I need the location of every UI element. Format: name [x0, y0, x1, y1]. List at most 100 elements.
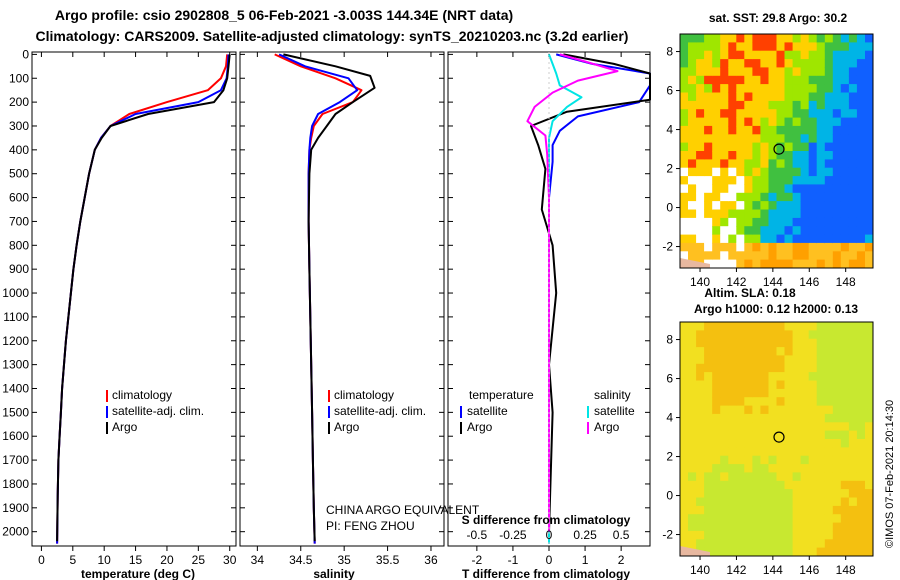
map-cell	[744, 151, 753, 160]
map-cell	[800, 480, 810, 490]
map-cell	[824, 413, 834, 423]
map-cell	[704, 405, 713, 415]
map-cell	[696, 159, 705, 169]
map-cell	[776, 159, 785, 169]
map-cell	[696, 92, 705, 102]
map-cell	[808, 176, 818, 185]
map-cell	[808, 530, 818, 540]
map-cell	[760, 355, 769, 365]
map-cell	[816, 539, 826, 549]
map-cell	[816, 159, 826, 169]
map-cell	[865, 242, 874, 252]
map-cell	[840, 464, 850, 473]
map-cell	[728, 125, 737, 135]
map-cell	[816, 34, 826, 43]
map-cell	[848, 242, 858, 252]
map-cell	[760, 530, 769, 540]
map-cell	[760, 489, 769, 498]
map-cell	[704, 322, 713, 331]
map-cell	[760, 497, 769, 507]
map-cell	[768, 67, 777, 77]
map-cell	[752, 355, 761, 365]
map-cell	[736, 372, 745, 381]
map-cell	[840, 209, 850, 219]
map-cell	[768, 259, 777, 269]
map-cell	[712, 413, 721, 423]
difference-legend: temperature salinity satellite satellite…	[460, 388, 635, 434]
map-cell	[728, 363, 737, 373]
map-cell	[760, 514, 769, 524]
map-cell	[744, 355, 753, 365]
map-cell	[784, 176, 793, 185]
map-cell	[776, 363, 785, 373]
map-cell	[736, 363, 745, 373]
map-cell	[712, 547, 721, 557]
map-cell	[752, 67, 761, 77]
y-tick-label: 1900	[2, 501, 29, 515]
map-cell	[800, 92, 810, 102]
map-cell	[720, 84, 729, 93]
map-cell	[840, 539, 850, 549]
s-diff-tick-label: 0	[546, 528, 553, 542]
map-cell	[736, 201, 745, 210]
map-cell	[720, 109, 729, 119]
map-cell	[760, 109, 769, 119]
map-cell	[728, 142, 737, 152]
map-cell	[736, 330, 745, 340]
map-cell	[688, 84, 697, 93]
map-cell	[712, 209, 721, 219]
map-cell	[728, 42, 737, 52]
map-cell	[776, 242, 785, 252]
map-cell	[696, 201, 705, 210]
map-cell	[688, 50, 697, 60]
map-cell	[840, 405, 850, 415]
map-cell	[768, 159, 777, 169]
map-cell	[784, 447, 793, 457]
map-cell	[784, 405, 793, 415]
map-cell	[824, 322, 834, 331]
map-cell	[688, 355, 697, 365]
map-cell	[832, 464, 842, 473]
map-cell	[704, 480, 713, 490]
map-cell	[865, 330, 874, 340]
map-cell	[824, 67, 834, 77]
map-cell	[856, 134, 866, 144]
map-cell	[696, 226, 705, 236]
map-cell	[800, 380, 810, 390]
map-cell	[704, 430, 713, 440]
map-cell	[688, 413, 697, 423]
map-cell	[752, 92, 761, 102]
map-cell	[792, 226, 802, 236]
map-cell	[848, 151, 858, 160]
map-cell	[728, 422, 737, 432]
map-cell	[728, 472, 737, 482]
map-cell	[752, 209, 761, 219]
map-cell	[728, 209, 737, 219]
map-cell	[840, 109, 850, 119]
map-cell	[752, 34, 761, 43]
temperature-x-label: temperature (deg C)	[81, 567, 195, 580]
map-cell	[680, 151, 689, 160]
map-cell	[808, 251, 818, 261]
map-cell	[688, 59, 697, 68]
map-cell	[768, 363, 777, 373]
map-cell	[752, 447, 761, 457]
map-cell	[808, 217, 818, 227]
map-cell	[680, 355, 689, 365]
map-cell	[840, 167, 850, 177]
map-cell	[840, 242, 850, 252]
map-cell	[865, 234, 874, 244]
map-cell	[712, 84, 721, 93]
map-cell	[808, 201, 818, 210]
map-cell	[784, 472, 793, 482]
map-cell	[800, 142, 810, 152]
map-cell	[696, 34, 705, 43]
map-cell	[736, 209, 745, 219]
map-cell	[848, 355, 858, 365]
map-cell	[840, 75, 850, 85]
map-cell	[792, 134, 802, 144]
map-cell	[704, 34, 713, 43]
series-line-climatology	[274, 53, 363, 544]
legend-label-satellite: satellite-adj. clim.	[334, 404, 426, 418]
map-cell	[816, 480, 826, 490]
